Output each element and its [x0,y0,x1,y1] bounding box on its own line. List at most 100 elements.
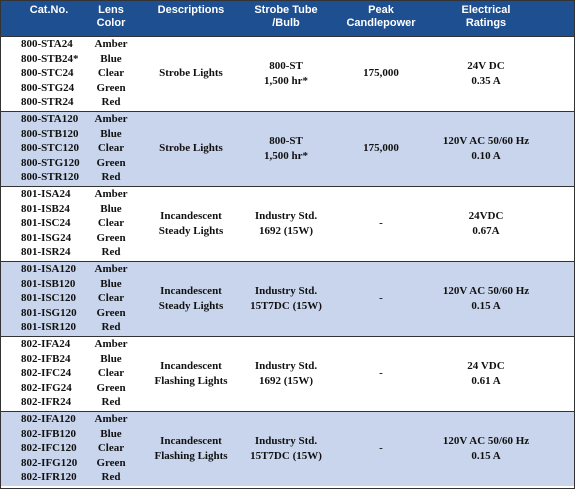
text-line: Amber [94,188,128,201]
header-band [1,1,574,36]
text-line: Industry Std. [254,210,318,222]
text-line: Industry Std. [254,435,318,447]
text-line: 1,500 hr* [264,149,308,162]
text-line: Green [96,156,126,169]
text-line: Strobe Lights [159,67,223,80]
text-line: Amber [94,413,128,426]
row-band [1,36,574,111]
text-line: 801-ISR24 [21,246,71,259]
text-line: 0.10 A [471,149,501,162]
text-line: 800-ST [269,135,303,147]
electrical-cell: 24 VDC 0.61 A [421,336,551,411]
text-line: Red [101,471,121,484]
text-line: Peak [368,4,394,16]
text-line: 1692 (15W) [258,374,314,387]
text-line: - [379,367,383,380]
text-line: Color [96,17,126,29]
text-line: 15T7DC (15W) [250,449,322,462]
text-line: Industry Std. [254,285,318,297]
text-line: Lens [98,4,124,16]
colors-cell: Amber Blue Clear Green Red [89,36,133,111]
bulb-cell: Industry Std. 15T7DC (15W) [236,411,336,486]
text-line: 802-IFG24 [21,381,72,394]
text-line: 800-STG120 [21,156,80,169]
row-band [1,111,574,186]
text-line: 800-STR120 [21,171,80,184]
text-line: Cat.No. [29,4,69,16]
row-band [1,411,574,486]
text-line: Flashing Lights [154,449,228,462]
text-line: 800-STR24 [21,96,74,109]
text-line: 801-ISB120 [21,277,76,290]
text-line: Strobe Tube [254,4,318,16]
text-line: 175,000 [363,142,399,155]
text-line: 801-ISA120 [21,263,77,276]
bulb-cell: Industry Std. 1692 (15W) [236,336,336,411]
text-line: 120V AC 50/60 Hz [442,285,530,297]
text-line: Clear [97,442,125,455]
text-line: Amber [94,338,128,351]
text-line: Strobe Lights [159,142,223,155]
header-cell: Electrical Ratings [421,1,551,39]
text-line: 801-ISR120 [21,321,77,334]
text-line: Blue [100,127,122,140]
bulb-cell: 800-ST 1,500 hr* [236,111,336,186]
text-line: 802-IFB120 [21,427,76,440]
text-line: Descriptions [157,4,225,16]
text-line: 800-STB120 [21,127,79,140]
text-line: Red [101,396,121,409]
text-line: Green [96,81,126,94]
text-line: 801-ISB24 [21,202,70,215]
description-cell: Incandescent Steady Lights [141,261,241,336]
row-band [1,336,574,411]
text-line: 24V DC [467,60,505,72]
colors-cell: Amber Blue Clear Green Red [89,411,133,486]
text-line: Ratings [465,17,507,29]
text-line: - [379,217,383,230]
electrical-cell: 120V AC 50/60 Hz 0.15 A [421,261,551,336]
text-line: Blue [100,352,122,365]
electrical-cell: 120V AC 50/60 Hz 0.15 A [421,411,551,486]
colors-cell: Amber Blue Clear Green Red [89,111,133,186]
text-line: Amber [94,263,128,276]
text-line: Incandescent [160,210,222,222]
text-line: 801-ISC24 [21,217,71,230]
text-line: Blue [100,277,122,290]
text-line: Incandescent [160,360,222,372]
electrical-cell: 120V AC 50/60 Hz 0.10 A [421,111,551,186]
header-cell: Strobe Tube/Bulb [236,1,336,39]
text-line: Steady Lights [158,299,224,312]
description-cell: Incandescent Flashing Lights [141,411,241,486]
text-line: 802-IFA120 [21,413,76,426]
text-line: Electrical [461,4,511,16]
text-line: 802-IFR24 [21,396,72,409]
text-line: 0.67A [472,224,500,237]
text-line: 120V AC 50/60 Hz [442,135,530,147]
text-line: Green [96,456,126,469]
text-line: Clear [97,367,125,380]
cat-nos-cell: 802-IFA24 802-IFB24 802-IFC24 802-IFG24 802-… [21,336,101,411]
candlepower-cell: - [336,336,426,411]
electrical-cell: 24V DC 0.35 A [421,36,551,111]
text-line: Red [101,321,121,334]
description-cell: Strobe Lights [141,36,241,111]
text-line: Amber [94,38,128,51]
text-line: 801-ISC120 [21,292,77,305]
text-line: Green [96,381,126,394]
text-line: Clear [97,142,125,155]
candlepower-cell: 175,000 [336,36,426,111]
text-line: 800-ST [269,60,303,72]
text-line: - [379,292,383,305]
text-line: 800-STA24 [21,38,73,51]
text-line: 802-IFC120 [21,442,77,455]
text-line: 15T7DC (15W) [250,299,322,312]
header-cell: Cat.No. [9,1,89,39]
cat-nos-cell: 802-IFA120 802-IFB120 802-IFC120 802-IFG120… [21,411,101,486]
text-line: 802-IFC24 [21,367,72,380]
text-line: 800-STC24 [21,67,74,80]
header-cell: Lens Color [89,1,133,39]
text-line: Flashing Lights [154,374,228,387]
text-line: /Bulb [272,17,300,29]
text-line: Industry Std. [254,360,318,372]
